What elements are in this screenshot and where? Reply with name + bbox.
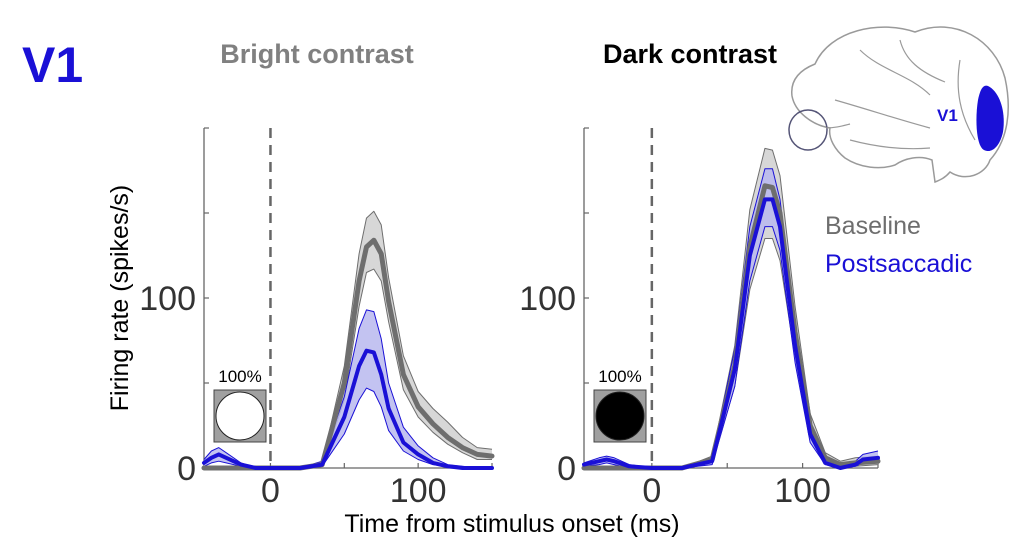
brain-sulcus (899, 39, 946, 83)
x-tick-label: 0 (261, 472, 280, 510)
brain-sulcus (834, 99, 931, 129)
region-title: V1 (22, 37, 83, 93)
x-axis-label: Time from stimulus onset (ms) (344, 510, 679, 538)
y-tick-label: 0 (177, 450, 196, 488)
legend-baseline: Baseline (825, 212, 921, 240)
brain-area-label: V1 (937, 106, 958, 125)
optic-nerve (825, 123, 851, 129)
series-line-postsaccadic (202, 348, 494, 470)
eyeball (788, 109, 828, 151)
brain-v1-area (976, 85, 1004, 152)
stimulus-contrast-label: 100% (598, 367, 641, 386)
brain-outline (791, 26, 1009, 184)
band-postsaccadic (204, 309, 492, 468)
y-tick-label: 100 (519, 280, 576, 318)
brain-sulcus (957, 59, 976, 141)
series-line-postsaccadic (582, 197, 880, 470)
band-edge-postsaccadic (203, 309, 492, 469)
brain-sulcus (849, 139, 931, 150)
x-tick-label: 0 (642, 472, 661, 510)
y-axis-label: Firing rate (spikes/s) (106, 185, 134, 411)
y-tick-label: 0 (557, 450, 576, 488)
x-tick-label: 100 (774, 472, 831, 510)
brain-sulcus (859, 49, 931, 96)
stimulus-disc (595, 391, 645, 441)
brain-illustration: V1 (788, 26, 1009, 184)
x-tick-label: 100 (390, 472, 447, 510)
panel-title: Dark contrast (603, 39, 777, 69)
panel-title: Bright contrast (220, 39, 414, 69)
chart-panel-2: Dark contrast 0 100 0 100 100% (519, 39, 881, 510)
legend-postsaccadic: Postsaccadic (825, 250, 972, 278)
chart-panel-1: Bright contrast 0 100 0 100 100% (139, 39, 495, 510)
stimulus-contrast-label: 100% (218, 367, 261, 386)
stimulus-disc (215, 391, 265, 441)
y-tick-label: 100 (139, 280, 196, 318)
